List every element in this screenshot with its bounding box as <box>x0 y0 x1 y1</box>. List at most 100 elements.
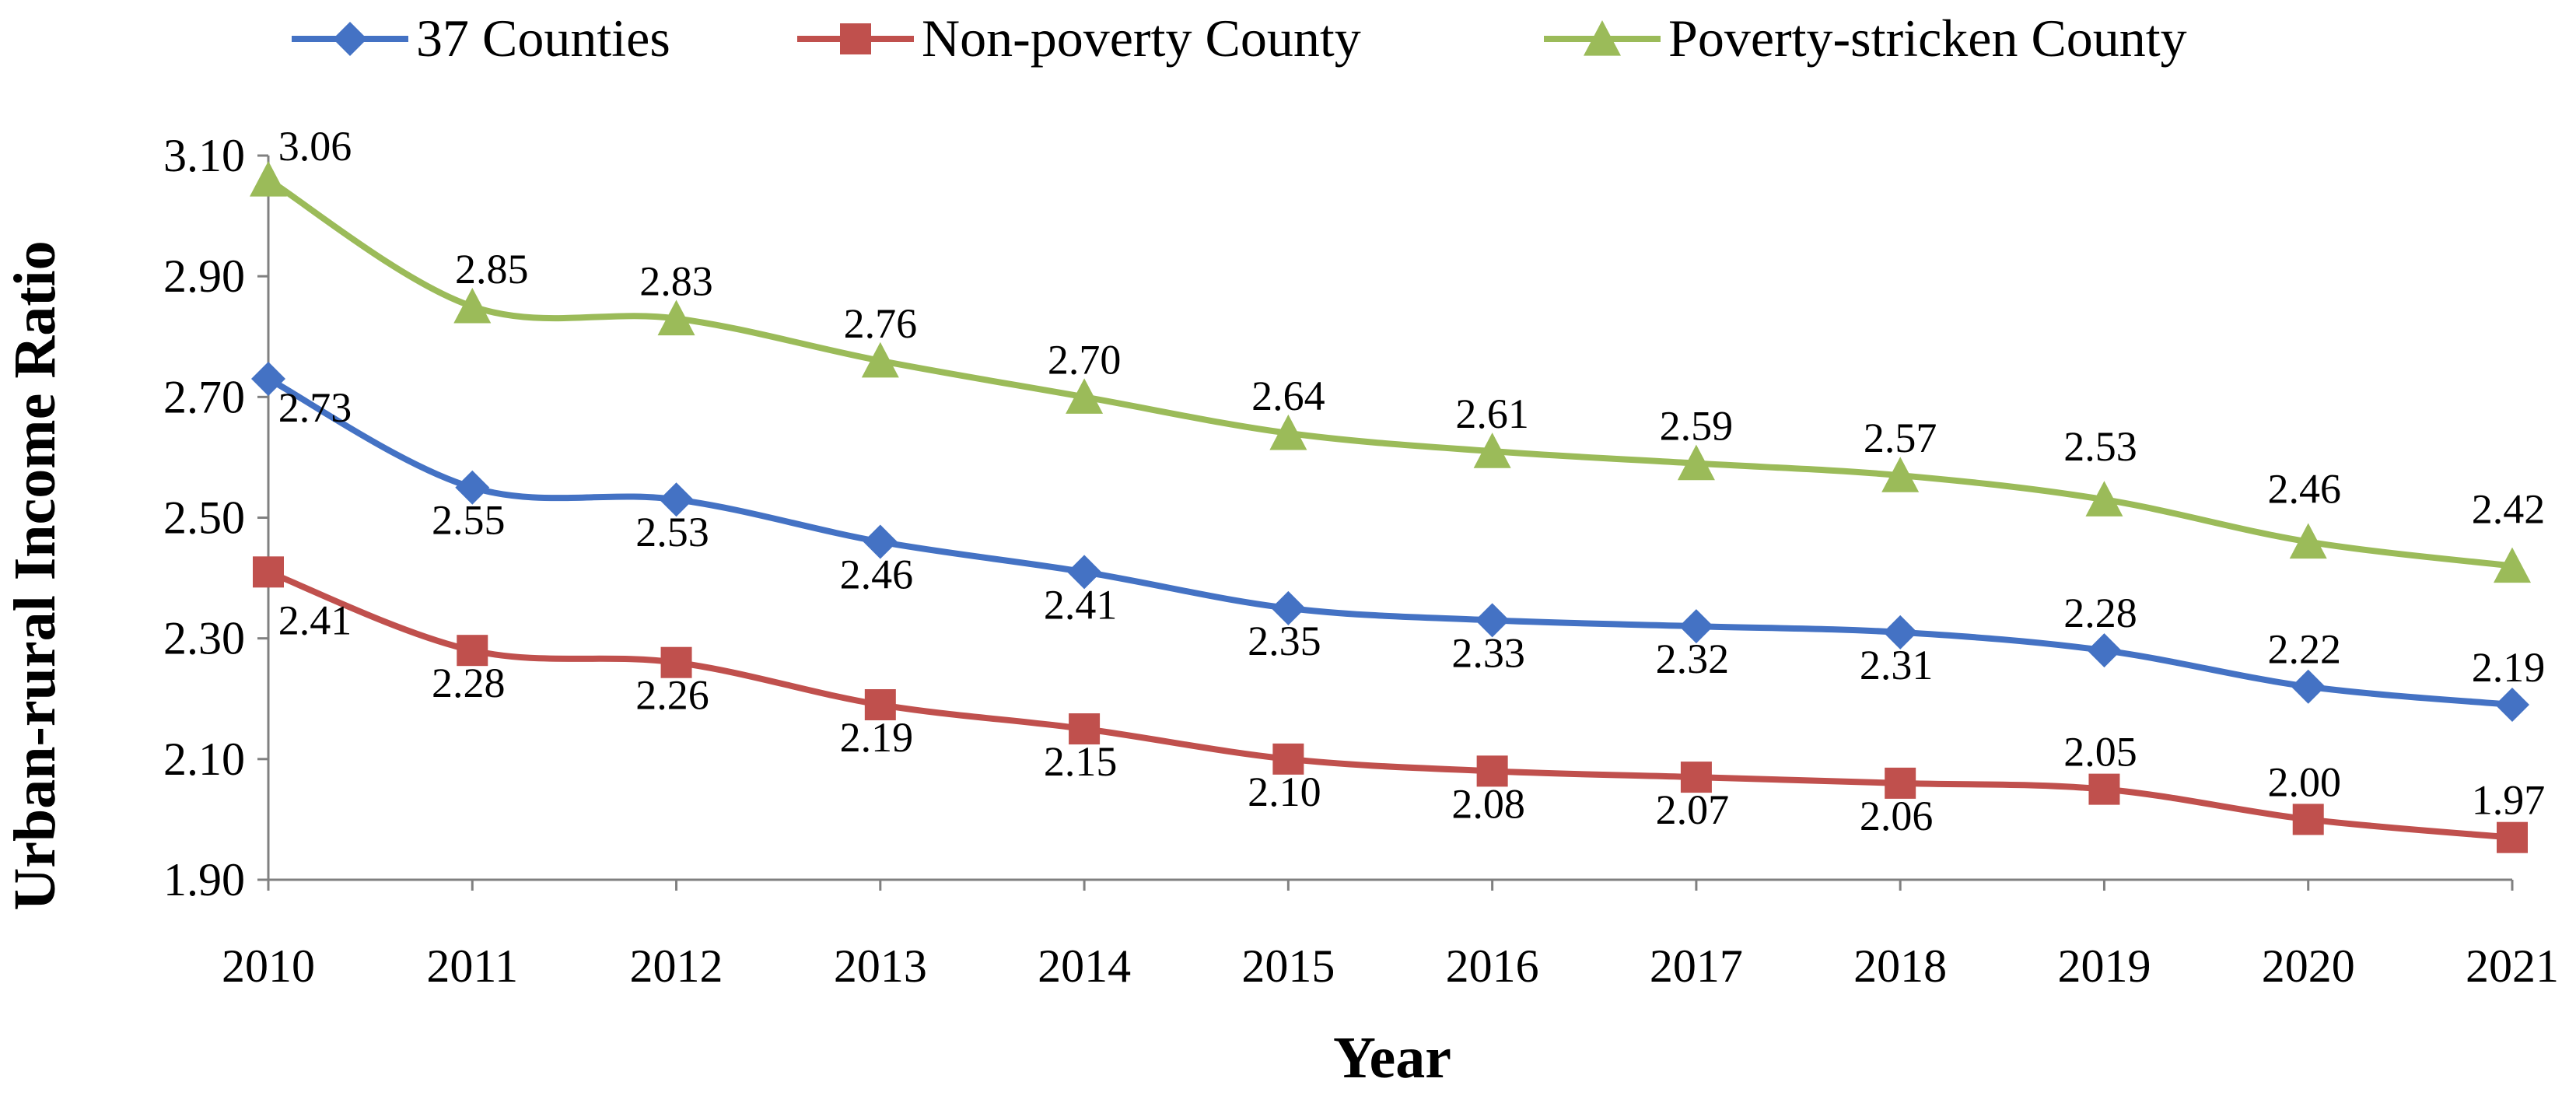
series-37-counties <box>251 362 2529 723</box>
x-tick-label: 2015 <box>1241 940 1335 992</box>
series-non-poverty-county <box>253 556 2528 853</box>
square-marker <box>2292 804 2324 835</box>
data-label: 2.59 <box>1660 403 1734 450</box>
series-line <box>265 569 2515 841</box>
legend-triangle-marker <box>1584 20 1621 56</box>
data-label: 2.76 <box>844 300 918 347</box>
triangle-marker <box>453 287 492 324</box>
square-marker <box>1069 713 1101 745</box>
y-axis-ticks: 1.90 2.10 2.30 2.50 2.70 2.90 3.10 <box>163 130 268 905</box>
square-marker <box>457 635 488 667</box>
triangle-marker <box>1066 378 1104 414</box>
diamond-marker <box>251 362 285 397</box>
data-label: 2.53 <box>635 509 709 555</box>
y-tick-label: 3.10 <box>163 130 245 181</box>
x-tick-label: 2020 <box>2262 940 2355 992</box>
diamond-marker <box>659 482 694 517</box>
triangle-marker <box>2085 481 2123 516</box>
y-tick-label: 2.10 <box>163 734 245 785</box>
data-label: 2.64 <box>1251 373 1325 419</box>
data-label: 2.33 <box>1451 629 1525 676</box>
legend-label: Poverty-stricken County <box>1668 9 2187 68</box>
x-tick-label: 2021 <box>2466 940 2559 992</box>
data-label: 2.46 <box>2267 466 2341 513</box>
data-label: 3.06 <box>278 123 352 170</box>
data-label: 2.31 <box>1860 642 1934 688</box>
x-tick-label: 2017 <box>1650 940 1743 992</box>
triangle-marker <box>250 161 287 197</box>
data-label: 2.83 <box>639 257 713 304</box>
triangle-marker <box>1473 432 1511 468</box>
data-label: 2.08 <box>1451 780 1525 827</box>
data-label: 2.19 <box>2472 644 2546 691</box>
x-tick-label: 2019 <box>2057 940 2151 992</box>
square-marker <box>1476 755 1508 787</box>
y-tick-label: 2.30 <box>163 613 245 664</box>
data-label: 2.57 <box>1864 415 1937 461</box>
legend-item: Non-poverty County <box>797 9 1361 68</box>
data-label: 2.46 <box>840 552 914 598</box>
data-labels: 2.73 2.55 2.53 2.46 2.41 2.35 2.33 2.32 2.31 2.28… <box>278 123 2546 839</box>
series-poverty-stricken-county <box>250 161 2531 583</box>
triangle-marker <box>2494 547 2531 583</box>
data-label: 2.70 <box>1048 336 1122 383</box>
data-label: 2.28 <box>2063 590 2137 636</box>
x-axis-title: Year <box>1333 1025 1451 1091</box>
y-tick-label: 2.70 <box>163 371 245 422</box>
x-tick-label: 2011 <box>426 940 518 992</box>
square-marker <box>2497 821 2528 853</box>
triangle-marker <box>1677 444 1715 481</box>
data-label: 2.06 <box>1860 793 1934 839</box>
triangle-marker <box>2289 523 2327 559</box>
data-label: 2.41 <box>278 597 352 643</box>
series-line <box>265 376 2515 709</box>
data-label: 2.22 <box>2267 626 2341 673</box>
data-label: 2.73 <box>278 384 352 431</box>
data-label: 2.55 <box>432 497 506 544</box>
data-label: 2.41 <box>1044 581 1118 628</box>
x-tick-label: 2013 <box>834 940 927 992</box>
data-label: 2.19 <box>840 714 914 761</box>
square-marker <box>1885 767 1916 799</box>
square-marker <box>253 556 284 588</box>
square-marker <box>1272 743 1304 775</box>
data-label: 2.42 <box>2472 486 2546 533</box>
legend-label: Non-poverty County <box>922 9 1361 68</box>
data-label: 2.26 <box>635 672 709 719</box>
x-axis-ticks: 2010 2011 2012 2013 2014 2015 2016 2017 2018 2019… <box>222 880 2559 992</box>
diamond-marker <box>455 470 490 505</box>
square-marker <box>2088 773 2120 805</box>
x-tick-label: 2012 <box>630 940 723 992</box>
square-marker <box>864 689 896 721</box>
legend: 37 Counties Non-poverty County Poverty-str… <box>292 9 2187 68</box>
legend-item: 37 Counties <box>292 9 670 68</box>
diamond-marker <box>2495 688 2529 723</box>
data-label: 2.10 <box>1248 769 1321 815</box>
diamond-marker <box>1475 603 1510 638</box>
y-axis-title: Urban-rural Income Ratio <box>2 240 68 910</box>
triangle-marker <box>1881 457 1920 492</box>
diamond-marker <box>2291 669 2326 704</box>
legend-square-marker <box>840 23 871 54</box>
data-label: 2.85 <box>455 246 529 292</box>
x-tick-label: 2010 <box>222 940 315 992</box>
data-label: 2.07 <box>1656 786 1730 833</box>
legend-label: 37 Counties <box>416 9 670 68</box>
data-label: 1.97 <box>2472 777 2546 824</box>
diamond-marker <box>1678 609 1713 644</box>
series-line <box>265 177 2515 569</box>
triangle-marker <box>657 299 695 336</box>
data-label: 2.00 <box>2267 758 2341 805</box>
data-label: 2.53 <box>2063 423 2137 470</box>
axes <box>267 156 2512 881</box>
x-tick-label: 2014 <box>1038 940 1131 992</box>
legend-item: Poverty-stricken County <box>1544 9 2187 68</box>
data-label: 2.61 <box>1455 390 1529 437</box>
x-tick-label: 2016 <box>1446 940 1539 992</box>
data-label: 2.15 <box>1044 738 1118 785</box>
legend-diamond-marker <box>333 22 367 56</box>
triangle-marker <box>861 341 899 378</box>
data-label: 2.32 <box>1656 636 1730 682</box>
y-tick-label: 2.50 <box>163 492 245 544</box>
